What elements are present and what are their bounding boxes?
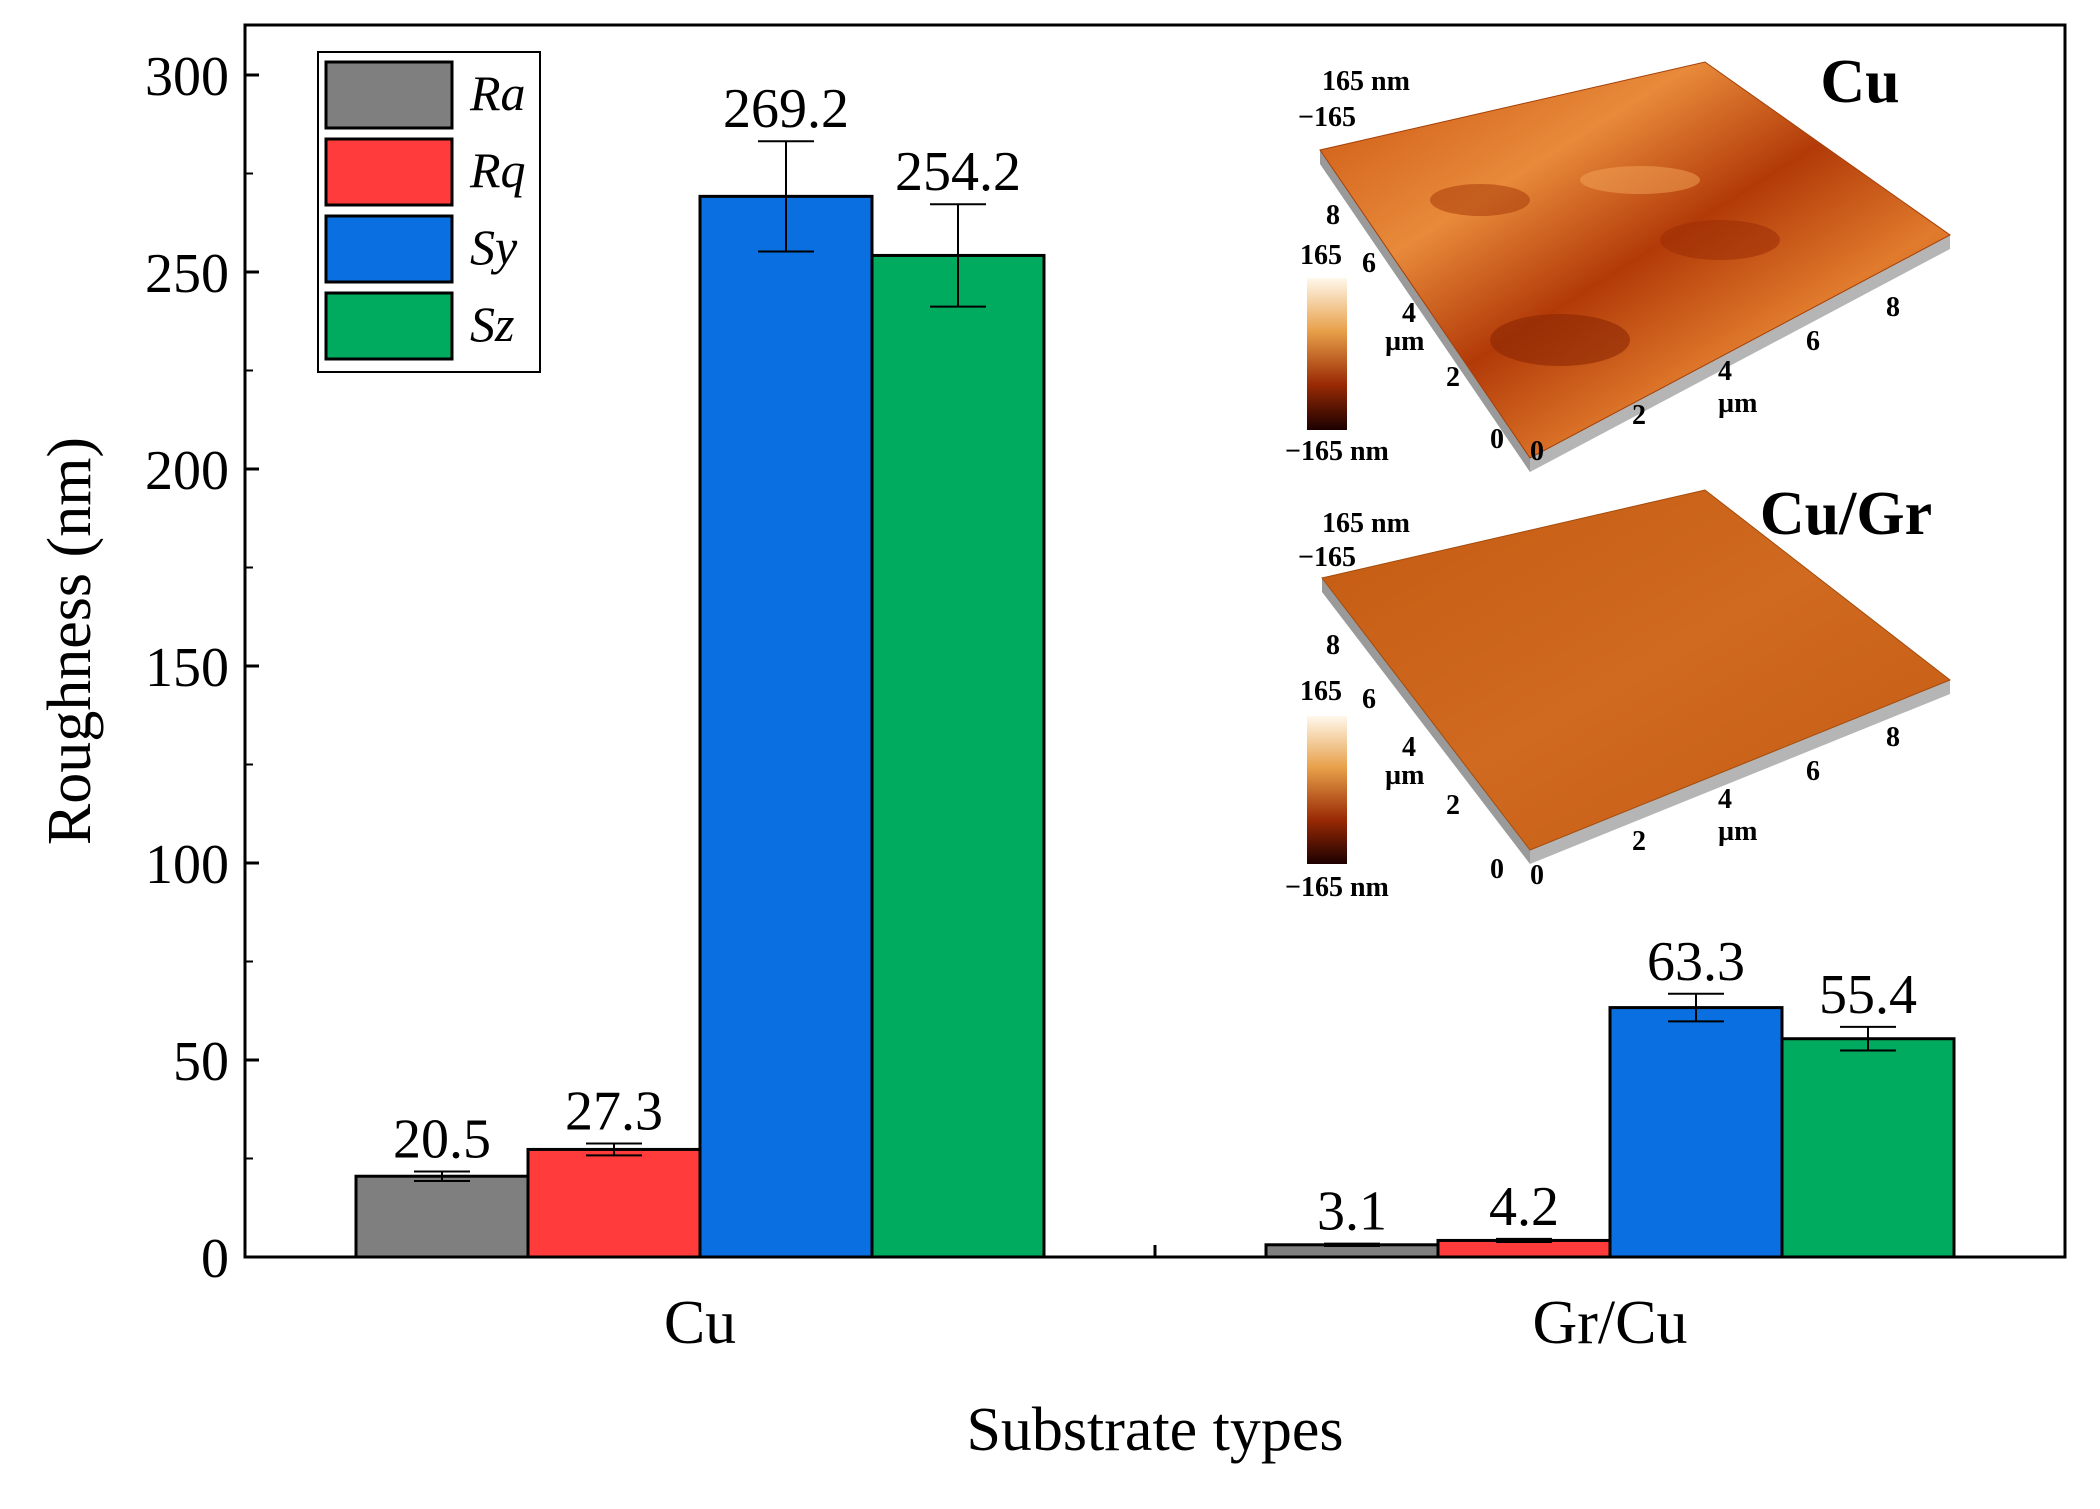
afm-dark-region [1660, 220, 1780, 260]
right-axis-tick: 6 [1806, 756, 1820, 787]
bar-sy [698, 194, 874, 1259]
afm-inset-cugr: Cu/Gr 165 nm −165 165 −165 nm 8 6 4 µm 2… [1285, 480, 1951, 903]
afm-surface-side [1530, 680, 1950, 864]
x-axis: Cu Gr/Cu [664, 1245, 1688, 1357]
bar-sz [1780, 1037, 1956, 1259]
scale-top-label: 165 nm [1322, 66, 1410, 97]
y-tick-label: 50 [173, 1031, 229, 1093]
afm-surface-cu [1319, 61, 1951, 459]
afm-surface-side [1530, 235, 1950, 472]
colorbar-bottom-label: −165 nm [1285, 436, 1389, 467]
right-axis-tick: 0 [1530, 436, 1544, 467]
afm-surface-side [1320, 150, 1530, 472]
legend-swatch-sz [324, 291, 454, 361]
right-axis-tick: 6 [1806, 326, 1820, 357]
right-axis-tick: 8 [1886, 292, 1900, 323]
right-axis-unit: µm [1718, 816, 1757, 847]
bars-layer [354, 194, 1956, 1259]
colorbar [1307, 278, 1347, 430]
right-axis-tick: 0 [1530, 860, 1544, 891]
legend-swatch-ra [324, 60, 454, 130]
y-axis-label: Roughness (nm) [36, 437, 104, 845]
right-axis-tick: 8 [1886, 722, 1900, 753]
colorbar-top-label: 165 [1300, 240, 1342, 271]
afm-inset-cu: Cu 165 nm −165 165 −165 nm 8 6 4 µm 2 0 … [1285, 48, 1951, 472]
bar-value-label: 4.2 [1489, 1176, 1559, 1238]
left-axis-unit: µm [1385, 326, 1424, 357]
legend-label: Sy [470, 219, 518, 275]
bar-rq [526, 1147, 702, 1259]
y-tick-label: 300 [145, 46, 229, 108]
colorbar-bottom-label: −165 nm [1285, 872, 1389, 903]
afm-surface-side [1322, 578, 1530, 864]
y-tick-label: 200 [145, 440, 229, 502]
left-axis-tick: 8 [1326, 200, 1340, 231]
afm-dark-region [1490, 314, 1630, 366]
errorbars-layer [414, 140, 1896, 1247]
left-axis-tick: 4 [1402, 732, 1416, 763]
bar-value-label: 269.2 [723, 78, 849, 140]
x-tick-label: Gr/Cu [1533, 1289, 1688, 1357]
legend: Ra Rq Sy Sz [317, 51, 541, 373]
bar-sz [870, 253, 1046, 1259]
colorbar [1307, 716, 1347, 864]
right-axis-unit: µm [1718, 388, 1757, 419]
left-axis-tick: 2 [1446, 362, 1460, 393]
legend-label: Rq [469, 142, 526, 198]
left-axis-unit: µm [1385, 760, 1424, 791]
legend-label: Ra [469, 65, 526, 121]
right-axis-tick: 2 [1632, 826, 1646, 857]
bar-value-label: 3.1 [1317, 1181, 1387, 1243]
afm-light-region [1580, 166, 1700, 194]
bar-labels-layer: 20.5 27.3 269.2 254.2 3.1 4.2 63.3 55.4 [393, 78, 1917, 1242]
y-axis: 0 50 100 150 200 250 300 [145, 46, 259, 1290]
colorbar-top-label: 165 [1300, 676, 1342, 707]
bar-value-label: 63.3 [1647, 931, 1745, 993]
y-tick-label: 0 [201, 1228, 229, 1290]
left-axis-tick: 2 [1446, 790, 1460, 821]
x-axis-label: Substrate types [966, 1396, 1343, 1464]
bar-value-label: 55.4 [1819, 964, 1917, 1026]
left-axis-tick: 6 [1362, 248, 1376, 279]
y-tick-label: 100 [145, 834, 229, 896]
y-tick-label: 250 [145, 243, 229, 305]
left-axis-tick: 8 [1326, 630, 1340, 661]
right-axis-tick: 4 [1718, 784, 1732, 815]
left-axis-tick: 0 [1490, 854, 1504, 885]
legend-swatch-sy [324, 214, 454, 284]
bar-value-label: 254.2 [895, 141, 1021, 203]
inset-title: Cu [1820, 48, 1899, 116]
bar-value-label: 27.3 [565, 1081, 663, 1143]
right-axis-tick: 2 [1632, 400, 1646, 431]
left-axis-tick: 4 [1402, 298, 1416, 329]
right-axis-tick: 4 [1718, 356, 1732, 387]
afm-dark-region [1430, 184, 1530, 216]
afm-surface-cugr [1321, 489, 1951, 851]
inset-title: Cu/Gr [1760, 480, 1932, 548]
x-tick-label: Cu [664, 1289, 736, 1357]
left-axis-tick: 6 [1362, 684, 1376, 715]
y-tick-label: 150 [145, 637, 229, 699]
left-axis-tick: 0 [1490, 424, 1504, 455]
legend-swatch-rq [324, 137, 454, 207]
scale-top-label: 165 nm [1322, 508, 1410, 539]
legend-label: Sz [470, 296, 514, 352]
bar-value-label: 20.5 [393, 1109, 491, 1171]
scale-mid-label: −165 [1298, 542, 1356, 573]
bar-ra [354, 1174, 530, 1259]
bar-sy [1608, 1006, 1784, 1259]
scale-mid-label: −165 [1298, 102, 1356, 133]
